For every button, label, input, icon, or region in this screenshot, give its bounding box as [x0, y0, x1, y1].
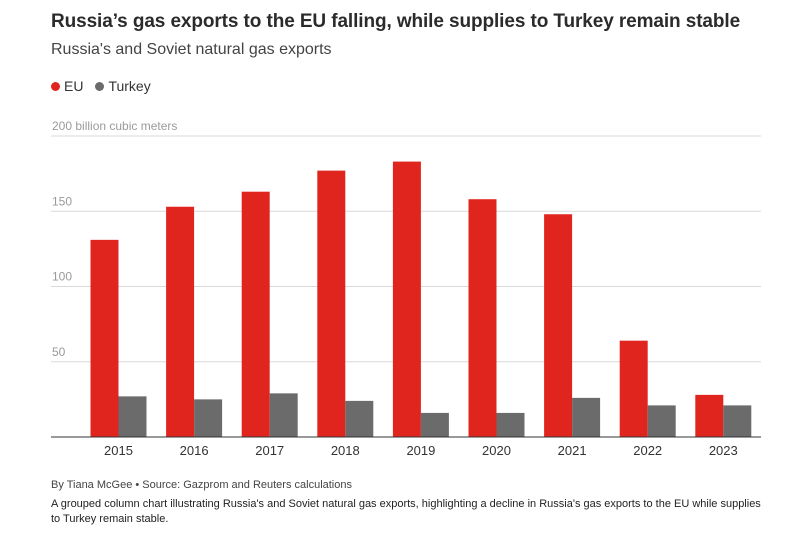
y-tick-label-50: 50: [52, 345, 66, 359]
chart-title: Russia’s gas exports to the EU falling, …: [51, 11, 741, 32]
y-tick-label-100: 100: [52, 270, 72, 284]
x-tick-label-2022: 2022: [633, 443, 662, 458]
legend-label-eu: EU: [64, 78, 84, 94]
bar-eu-2023: [695, 394, 724, 437]
x-tick-label-2017: 2017: [255, 443, 284, 458]
bar-eu-2016: [166, 206, 195, 437]
chart-caption: A grouped column chart illustrating Russ…: [51, 498, 761, 525]
credit-line: By Tiana McGee • Source: Gazprom and Reu…: [51, 479, 352, 491]
x-tick-label-2023: 2023: [709, 443, 738, 458]
bar-eu-2017: [241, 191, 270, 437]
y-tick-label-150: 150: [52, 194, 72, 208]
bar-eu-2022: [619, 340, 648, 437]
bar-eu-2021: [544, 214, 573, 437]
bar-eu-2015: [90, 239, 119, 437]
legend: EU Turkey: [51, 78, 163, 94]
legend-swatch-turkey: [95, 81, 105, 91]
x-tick-label-2015: 2015: [104, 443, 133, 458]
bar-turkey-2018: [345, 400, 374, 437]
bar-turkey-2016: [194, 399, 223, 437]
x-tick-label-2016: 2016: [180, 443, 209, 458]
bar-turkey-2019: [420, 412, 449, 437]
legend-item-turkey: Turkey: [95, 78, 151, 94]
chart-subtitle: Russia's and Soviet natural gas exports: [51, 41, 332, 58]
x-tick-label-2021: 2021: [558, 443, 587, 458]
bar-turkey-2021: [572, 397, 601, 437]
x-tick-label-2019: 2019: [406, 443, 435, 458]
bar-turkey-2017: [269, 393, 298, 437]
bar-eu-2020: [468, 199, 497, 437]
legend-swatch-eu: [51, 81, 60, 91]
x-tick-label-2020: 2020: [482, 443, 511, 458]
bar-turkey-2022: [647, 405, 676, 437]
legend-label-turkey: Turkey: [108, 78, 151, 94]
x-tick-label-2018: 2018: [331, 443, 360, 458]
bar-eu-2019: [392, 161, 421, 437]
bar-chart: 50 100 150 200 billion cubic meters 2015 2016…: [51, 119, 761, 458]
bar-turkey-2020: [496, 412, 525, 437]
bar-turkey-2015: [118, 396, 147, 437]
legend-item-eu: EU: [51, 78, 83, 94]
bar-turkey-2023: [723, 405, 752, 437]
y-tick-label-200: 200 billion cubic meters: [52, 119, 177, 133]
bar-eu-2018: [317, 170, 346, 438]
